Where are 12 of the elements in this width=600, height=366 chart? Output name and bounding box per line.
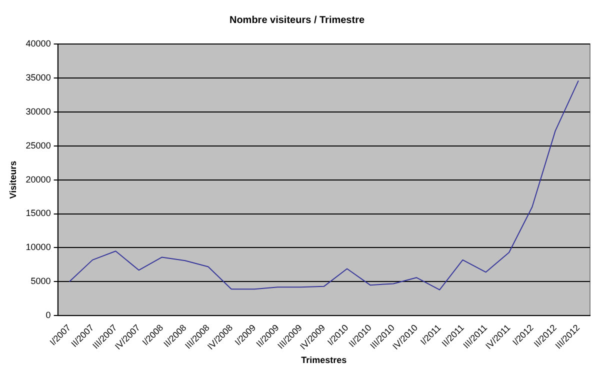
- x-axis-title: Trimestres: [301, 355, 347, 366]
- y-tick-label: 5000: [30, 276, 51, 286]
- y-tick-label: 15000: [26, 208, 51, 218]
- y-tick-label: 0: [46, 310, 51, 320]
- y-tick-label: 25000: [26, 140, 51, 150]
- y-tick-label: 40000: [26, 38, 51, 48]
- y-tick-label: 10000: [26, 242, 51, 252]
- y-tick-label: 35000: [26, 72, 51, 82]
- y-tick-label: 30000: [26, 106, 51, 116]
- chart-title: Nombre visiteurs / Trimestre: [229, 14, 365, 26]
- y-axis-title: Visiteurs: [8, 160, 18, 199]
- y-tick-label: 20000: [26, 174, 51, 184]
